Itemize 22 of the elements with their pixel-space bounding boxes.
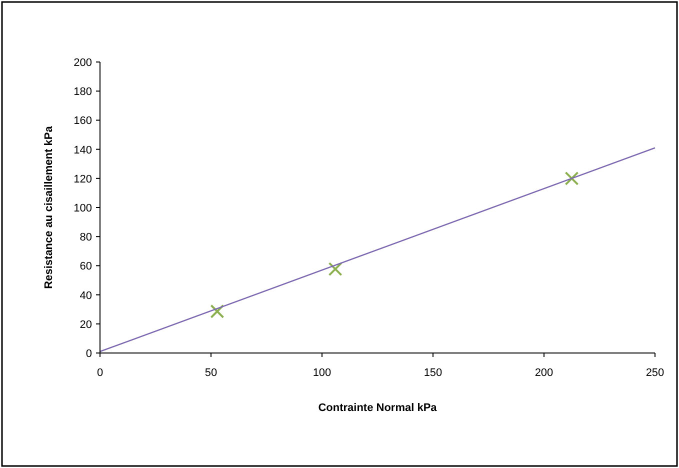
x-tick-label: 50 (204, 367, 218, 379)
y-tick-label: 100 (74, 202, 92, 214)
y-tick-label: 60 (80, 260, 92, 273)
x-tick-label: 200 (534, 367, 554, 379)
y-tick-label: 120 (74, 173, 92, 186)
point (210, 304, 224, 318)
y-tick-label: 20 (80, 318, 92, 331)
y-tick-label: 0 (86, 348, 92, 360)
x-tick-label: 250 (646, 367, 664, 379)
y-axis-title: Resistance au cisaillement kPa (43, 125, 55, 289)
y-tick-label: 200 (74, 57, 92, 69)
y-tick-label: 160 (74, 115, 92, 128)
x-tick-label: 100 (312, 367, 332, 379)
point (328, 262, 342, 276)
y-tick-label: 40 (80, 290, 92, 302)
y-tick-label: 140 (74, 144, 92, 156)
y-tick-label: 80 (80, 232, 92, 244)
x-tick-label: 150 (424, 367, 442, 379)
y-tick-label: 180 (74, 86, 92, 98)
x-tick-label: 0 (96, 367, 104, 379)
point (564, 171, 579, 186)
x-axis-title: Contrainte Normal kPa (318, 402, 438, 414)
